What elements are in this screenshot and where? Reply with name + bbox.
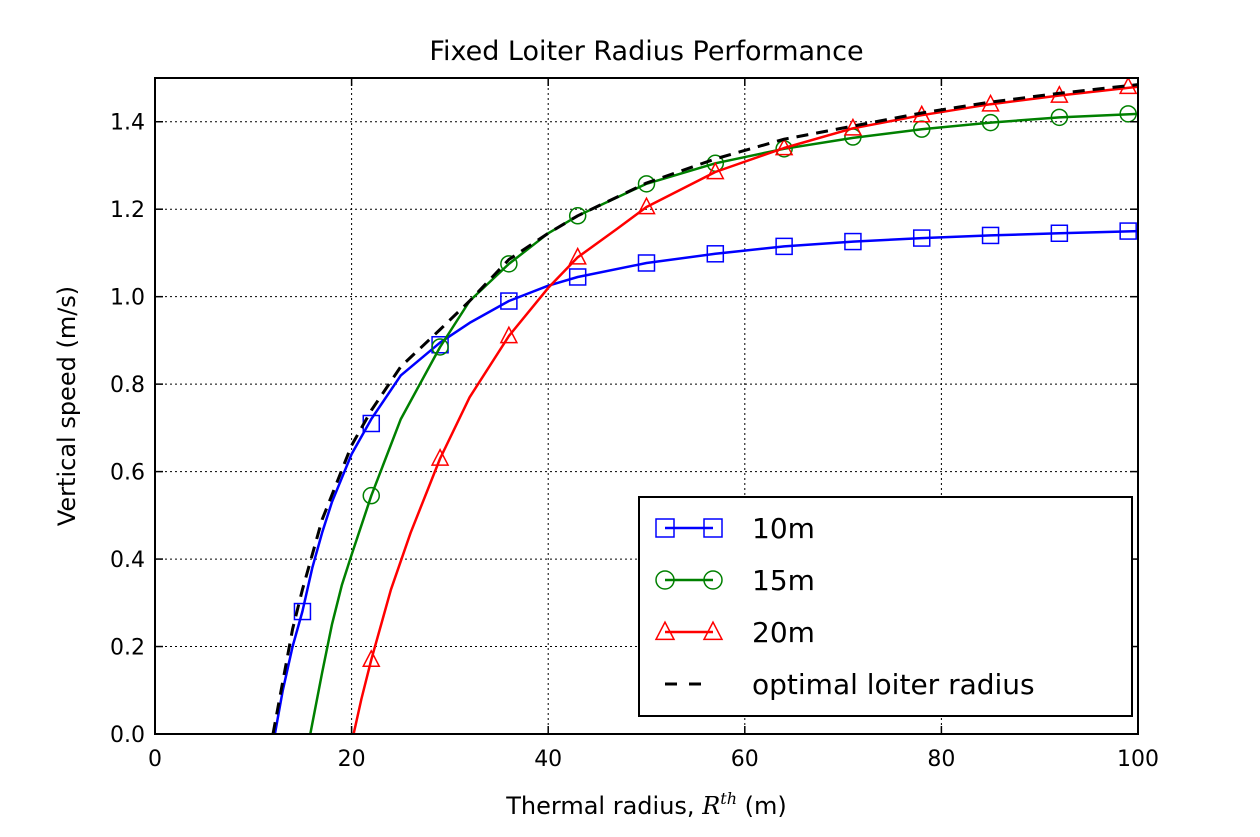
series-15m-marker-circle <box>775 140 793 158</box>
x-axis-label-symbol: R <box>701 792 720 820</box>
series-20m-marker-triangle <box>499 325 519 344</box>
series-layer <box>271 78 1138 734</box>
series-10m-marker-square <box>844 232 862 251</box>
series-20m-marker-triangle <box>362 649 381 668</box>
series-20m-marker-triangle <box>843 117 863 136</box>
series-20m-marker-triangle <box>981 93 1000 112</box>
legend-entry-20m: 20m <box>654 616 815 649</box>
legend-entry-15m-right-marker-circle <box>703 570 723 590</box>
series-10m-marker-square <box>1050 224 1069 243</box>
series-10m <box>273 222 1138 734</box>
series-20m <box>352 78 1138 734</box>
x-tick-label: 20 <box>338 747 366 772</box>
y-tick-label: 0.4 <box>110 548 145 573</box>
series-optimal-loiter-radius <box>271 83 1138 734</box>
series-10m-marker-square <box>706 245 725 263</box>
series-10m-marker-square <box>912 229 931 247</box>
series-15m-line <box>309 112 1138 734</box>
legend-entry-15m: 15m <box>655 564 815 597</box>
series-20m-marker-triangle <box>774 137 794 156</box>
series-10m-marker-square <box>568 268 587 286</box>
series-15m-marker-circle <box>568 207 587 225</box>
series-15m-marker-circle <box>637 175 656 193</box>
x-axis-label-prefix: Thermal radius, <box>505 792 702 820</box>
legend-entry-20m-left-marker-triangle <box>654 620 676 641</box>
y-tick-label: 0.6 <box>110 461 145 486</box>
legend-entry-15m-label: 15m <box>752 564 815 597</box>
legend-entry-10m: 10m <box>655 512 815 545</box>
series-15m-marker-circle <box>431 338 449 356</box>
series-10m-marker-square <box>293 602 312 621</box>
plot-frame <box>154 77 1139 735</box>
x-tick-label: 40 <box>534 747 562 772</box>
series-optimal-loiter-radius-line <box>271 83 1138 734</box>
legend-entry-optimal-loiter-radius: optimal loiter radius <box>665 668 1035 701</box>
series-15m <box>309 105 1138 734</box>
series-20m-marker-triangle <box>568 246 587 265</box>
series-20m-marker-triangle <box>706 161 725 180</box>
x-tick-label: 0 <box>148 747 162 772</box>
legend: 10m 15m 20m optimal loiter radius <box>638 496 1133 717</box>
series-10m-marker-square <box>981 226 1000 245</box>
legend-entry-15m-left-marker-circle <box>655 570 675 590</box>
legend-entry-10m-right-marker-square <box>703 518 723 538</box>
series-15m-marker-circle <box>362 486 381 505</box>
chart-title: Fixed Loiter Radius Performance <box>429 36 863 67</box>
y-tick-label: 1.2 <box>110 198 145 223</box>
x-tick-label: 60 <box>731 747 759 772</box>
series-15m-marker-circle <box>500 255 518 273</box>
legend-entry-20m-label: 20m <box>752 616 815 649</box>
series-10m-marker-square <box>637 254 656 272</box>
x-tick-label: 100 <box>1117 747 1159 772</box>
y-axis-label: Vertical speed (m/s) <box>53 286 81 526</box>
legend-entry-10m-left-marker-square <box>655 518 675 538</box>
x-tick-label: 80 <box>927 747 955 772</box>
y-tick-label: 0.8 <box>110 373 145 398</box>
series-20m-line <box>352 85 1138 734</box>
y-tick-label: 0.0 <box>110 723 145 748</box>
legend-entry-optimal-loiter-radius-label: optimal loiter radius <box>752 668 1035 701</box>
ticks: 0 20 40 60 80 100 0.0 0.2 0.4 0.6 0.8 1.0 1.2 1.4 <box>110 78 1159 772</box>
x-axis-label-superscript: th <box>720 789 737 808</box>
legend-entry-10m-label: 10m <box>752 512 815 545</box>
x-axis-label-suffix: (m) <box>737 792 787 820</box>
x-axis-label: Thermal radius, Rth (m) <box>505 789 786 820</box>
series-15m-marker-circle <box>1050 108 1069 127</box>
series-20m-marker-triangle <box>430 448 450 466</box>
series-15m-marker-circle <box>981 113 1000 132</box>
y-tick-label: 1.0 <box>110 286 145 311</box>
series-10m-marker-square <box>1119 222 1137 240</box>
legend-box <box>638 496 1133 717</box>
y-tick-label: 1.4 <box>110 111 145 136</box>
series-10m-marker-square <box>500 292 518 310</box>
series-10m-line <box>273 229 1138 734</box>
series-10m-marker-square <box>775 237 793 256</box>
series-20m-marker-triangle <box>637 196 656 215</box>
y-tick-label: 0.2 <box>110 636 145 661</box>
legend-entry-20m-right-marker-triangle <box>702 620 724 641</box>
series-15m-marker-circle <box>1119 105 1137 123</box>
